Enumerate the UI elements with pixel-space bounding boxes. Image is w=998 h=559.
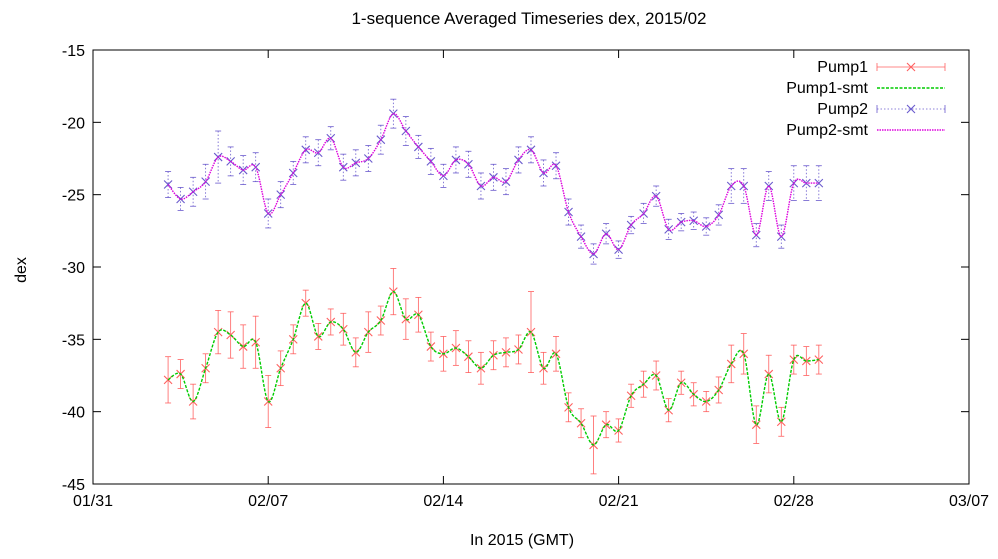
pump1-point: [814, 355, 824, 364]
x-tick-label: 01/31: [73, 493, 113, 510]
pump1-point: [301, 298, 311, 308]
pump2-point: [489, 172, 498, 182]
pump2-series: [163, 98, 824, 265]
pump2-point: [226, 157, 236, 166]
pump2-point: [789, 178, 799, 188]
pump1-point: [539, 363, 548, 373]
legend-marker-pump2: [906, 104, 916, 114]
pump1-series: [163, 268, 824, 475]
x-tick-label: 02/07: [248, 493, 288, 510]
pump1-point: [263, 397, 273, 406]
y-tick-label: -40: [62, 405, 85, 422]
x-tick-label: 03/07: [949, 493, 989, 510]
pump2-point: [651, 191, 661, 201]
chart-title: 1-sequence Averaged Timeseries dex, 2015…: [351, 9, 706, 28]
pump2-point: [576, 232, 586, 242]
pump2-smt-line: [167, 112, 819, 255]
y-tick-label: -20: [62, 115, 85, 132]
y-tick-label: -35: [62, 332, 85, 349]
y-tick-label: -25: [62, 188, 85, 205]
pump2-point: [814, 178, 824, 188]
y-axis-ticks: -15 -20 -25 -30 -35 -40 -45: [62, 43, 969, 494]
pump1-point: [551, 349, 561, 359]
legend-label-pump2-smt: Pump2-smt: [786, 122, 868, 139]
y-tick-label: -30: [62, 260, 85, 277]
legend-label-pump1-smt: Pump1-smt: [786, 80, 868, 97]
pump2-point: [338, 162, 348, 172]
series-layer: [163, 98, 824, 475]
pump2-point: [351, 158, 361, 168]
pump1-point: [338, 324, 348, 334]
legend-label-pump2: Pump2: [817, 101, 868, 118]
y-axis-label: dex: [13, 257, 30, 283]
x-tick-label: 02/14: [423, 493, 463, 510]
legend-label-pump1: Pump1: [817, 59, 868, 76]
x-tick-label: 02/28: [774, 493, 814, 510]
pump2-point: [176, 194, 185, 204]
x-axis-label: In 2015 (GMT): [470, 532, 574, 549]
pump1-point: [238, 342, 248, 351]
pump1-point: [313, 332, 323, 341]
x-axis-ticks: 01/31 02/07 02/14 02/21 02/28 03/07: [73, 50, 989, 510]
pump2-point: [801, 178, 811, 188]
pump1-point: [651, 371, 661, 380]
legend: Pump1 Pump1-smt Pump2 Pump2-smt: [786, 59, 946, 139]
pump1-point: [401, 314, 411, 324]
x-tick-label: 02/21: [599, 493, 639, 510]
pump2-point: [564, 207, 573, 217]
legend-marker-pump1: [906, 62, 916, 72]
y-tick-label: -15: [62, 43, 85, 60]
y-tick-label: -45: [62, 477, 85, 494]
pump1-smt-line: [167, 290, 819, 446]
